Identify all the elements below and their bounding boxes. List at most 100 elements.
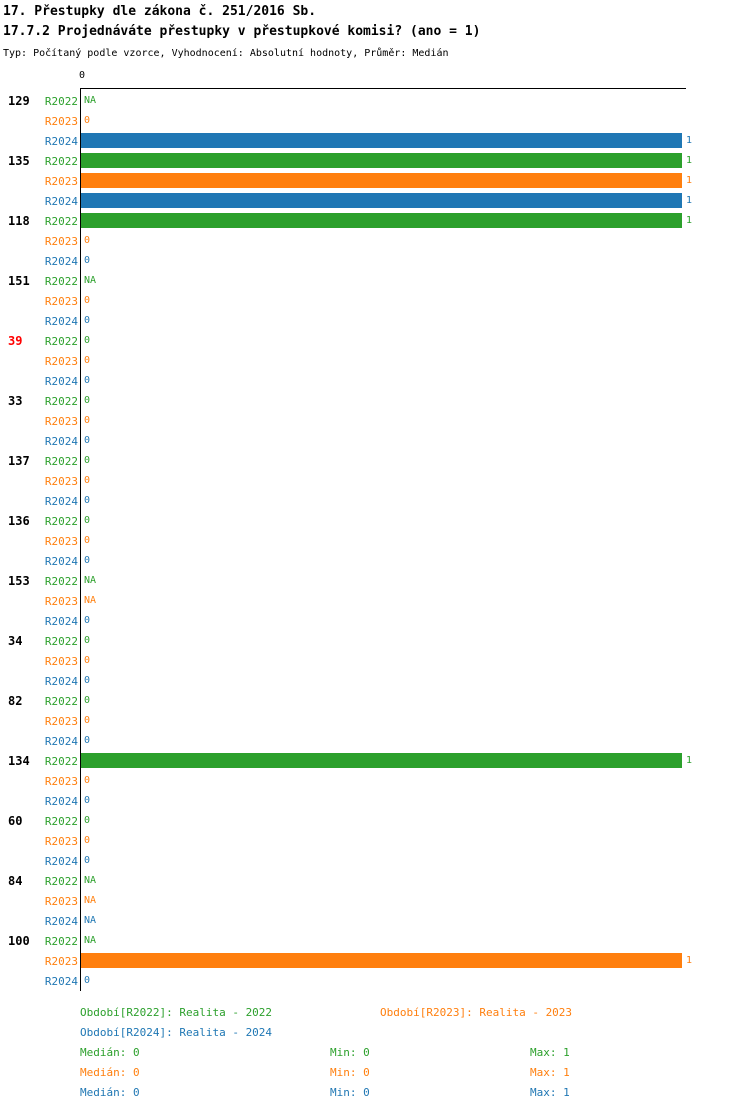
value-label: 0 (84, 355, 91, 366)
chart-row: R2023 0 (0, 111, 750, 131)
chart-row: 84 R2022 NA (0, 871, 750, 891)
series-label: R2022 (44, 515, 78, 528)
plot-area: 0 129 R2022 NA R2023 0 R2024 1 135 R2022 1 R2023 1 R… (0, 70, 750, 991)
value-label: NA (84, 595, 97, 606)
series-label: R2022 (44, 875, 78, 888)
chart-row: R2023 NA (0, 891, 750, 911)
series-label: R2022 (44, 635, 78, 648)
series-label: R2024 (44, 495, 78, 508)
stat-median-2023: Medián: 0 (80, 1066, 140, 1079)
bar-r2022 (81, 213, 682, 228)
series-label: R2024 (44, 675, 78, 688)
series-label: R2024 (44, 435, 78, 448)
series-label: R2023 (44, 535, 78, 548)
chart-row: R2024 0 (0, 791, 750, 811)
chart-row: 100 R2022 NA (0, 931, 750, 951)
category-id-label: 153 (8, 574, 30, 588)
chart-row: 129 R2022 NA (0, 91, 750, 111)
chart-row: 39 R2022 0 (0, 331, 750, 351)
value-label: NA (84, 575, 97, 586)
series-label: R2023 (44, 235, 78, 248)
x-axis-zero-tick: 0 (79, 70, 86, 81)
bar-r2022 (81, 753, 682, 768)
chart-row: R2023 0 (0, 831, 750, 851)
value-label: 0 (84, 655, 91, 666)
chart-row: R2024 0 (0, 311, 750, 331)
series-label: R2023 (44, 655, 78, 668)
series-label: R2023 (44, 835, 78, 848)
value-label: 0 (84, 495, 91, 506)
meta-line: Typ: Počítaný podle vzorce, Vyhodnocení:… (3, 48, 449, 59)
chart-row: 137 R2022 0 (0, 451, 750, 471)
value-label: 0 (84, 615, 91, 626)
chart-row: R2023 1 (0, 951, 750, 971)
value-label: NA (84, 875, 97, 886)
category-id-label: 33 (8, 394, 23, 408)
chart-row: R2023 0 (0, 531, 750, 551)
series-label: R2024 (44, 135, 78, 148)
chart-row: R2024 0 (0, 851, 750, 871)
value-label: 0 (84, 975, 91, 986)
x-axis-line (80, 88, 686, 89)
value-label: NA (84, 895, 97, 906)
category-id-label: 34 (8, 634, 23, 648)
stat-max-2024: Max: 1 (530, 1086, 570, 1099)
chart-row: 118 R2022 1 (0, 211, 750, 231)
bar-r2024 (81, 193, 682, 208)
chart-row: R2023 0 (0, 351, 750, 371)
series-label: R2022 (44, 815, 78, 828)
chart-row: 151 R2022 NA (0, 271, 750, 291)
series-label: R2023 (44, 715, 78, 728)
category-id-label: 151 (8, 274, 30, 288)
report-title: 17. Přestupky dle zákona č. 251/2016 Sb. (3, 4, 317, 19)
series-label: R2024 (44, 855, 78, 868)
category-id-label: 134 (8, 754, 30, 768)
chart-row: R2024 1 (0, 191, 750, 211)
bar-value-label: 1 (686, 155, 693, 166)
value-label: 0 (84, 435, 91, 446)
category-id-label: 84 (8, 874, 23, 888)
chart-row: R2023 0 (0, 411, 750, 431)
series-label: R2023 (44, 295, 78, 308)
value-label: NA (84, 915, 97, 926)
chart-row: R2024 0 (0, 611, 750, 631)
series-label: R2022 (44, 695, 78, 708)
bar-value-label: 1 (686, 135, 693, 146)
y-axis-line (80, 88, 81, 991)
stat-max-2023: Max: 1 (530, 1066, 570, 1079)
bar-value-label: 1 (686, 215, 693, 226)
legend-period-2022: Období[R2022]: Realita - 2022 (80, 1006, 273, 1019)
series-label: R2024 (44, 195, 78, 208)
value-label: 0 (84, 455, 91, 466)
value-label: 0 (84, 375, 91, 386)
chart-row: R2024 0 (0, 971, 750, 991)
stat-min-2024: Min: 0 (330, 1086, 370, 1099)
value-label: 0 (84, 815, 91, 826)
series-label: R2024 (44, 255, 78, 268)
series-label: R2024 (44, 915, 78, 928)
category-id-label: 137 (8, 454, 30, 468)
stat-min-2022: Min: 0 (330, 1046, 370, 1059)
category-id-label: 118 (8, 214, 30, 228)
series-label: R2023 (44, 175, 78, 188)
chart-row: R2024 0 (0, 551, 750, 571)
value-label: 0 (84, 795, 91, 806)
chart-row: 135 R2022 1 (0, 151, 750, 171)
value-label: 0 (84, 775, 91, 786)
series-label: R2023 (44, 595, 78, 608)
value-label: 0 (84, 855, 91, 866)
value-label: 0 (84, 695, 91, 706)
chart-row: R2024 0 (0, 371, 750, 391)
value-label: NA (84, 95, 97, 106)
chart-row: R2023 0 (0, 471, 750, 491)
stat-max-2022: Max: 1 (530, 1046, 570, 1059)
value-label: 0 (84, 835, 91, 846)
chart-row: R2023 1 (0, 171, 750, 191)
bar-value-label: 1 (686, 175, 693, 186)
value-label: 0 (84, 515, 91, 526)
series-label: R2023 (44, 415, 78, 428)
series-label: R2023 (44, 895, 78, 908)
series-label: R2023 (44, 115, 78, 128)
chart-row: R2024 1 (0, 131, 750, 151)
series-label: R2024 (44, 375, 78, 388)
